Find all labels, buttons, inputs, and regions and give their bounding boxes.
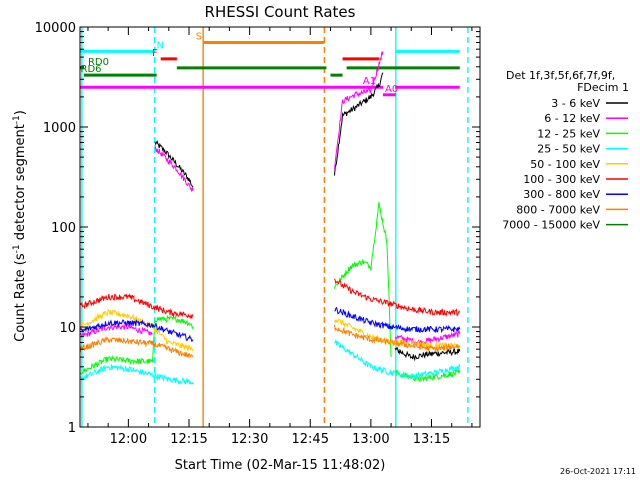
- legend-entry-label: 7000 - 15000 keV: [502, 219, 600, 232]
- legend: Det 1f,3f,5f,6f,7f,9f,FDecim 1 3 - 6 keV 6…: [502, 69, 629, 232]
- flag-label-rd6: RD6: [81, 64, 102, 75]
- legend-entry-label: 3 - 6 keV: [551, 97, 600, 110]
- flag-label-a0: A0: [385, 84, 398, 95]
- flag-label-f: F: [152, 48, 158, 59]
- series-line: [334, 338, 461, 380]
- series-line: [80, 319, 194, 342]
- series-line: [334, 278, 461, 317]
- legend-entry-label: 50 - 100 keV: [530, 158, 600, 171]
- flag-label-n: N: [157, 40, 164, 51]
- legend-entry-label: 25 - 50 keV: [537, 143, 600, 156]
- legend-entry-label: 800 - 7000 keV: [516, 203, 600, 216]
- flag-label-a1: A1: [363, 76, 376, 87]
- legend-entry-label: 12 - 25 keV: [537, 127, 600, 140]
- series-line: [154, 145, 194, 193]
- legend-header: Det 1f,3f,5f,6f,7f,9f,: [506, 69, 615, 82]
- series-line: [394, 368, 461, 383]
- y-axis-label: Count Rate (s-1 detector segment-1): [12, 110, 28, 342]
- series-line: [80, 293, 194, 320]
- flag-label-rd0: RD0: [88, 57, 109, 68]
- y-tick-label: 100: [51, 221, 76, 236]
- x-tick-label: 12:45: [292, 432, 329, 447]
- series-line: [394, 346, 461, 362]
- axes: 12:00 12:15 12:30 12:45 13:00 13:15 1 10 100 1000…: [35, 21, 480, 447]
- y-tick-label: 1000: [43, 121, 76, 136]
- plot-data: [80, 27, 469, 427]
- series-line: [334, 201, 392, 358]
- x-tick-label: 13:15: [413, 432, 450, 447]
- flag-label-s: S: [196, 31, 202, 42]
- y-tick-label: 1: [68, 421, 76, 436]
- series-line: [394, 330, 461, 346]
- series-line: [80, 308, 194, 352]
- series-line: [80, 336, 194, 359]
- series-line: [154, 139, 194, 188]
- y-tick-label: 10: [59, 321, 76, 336]
- y-tick-label: 10000: [35, 21, 76, 36]
- legend-header: FDecim 1: [577, 81, 629, 94]
- series-line: [334, 51, 384, 170]
- x-tick-label: 12:00: [110, 432, 147, 447]
- series-line: [80, 363, 194, 386]
- series-line: [334, 72, 384, 176]
- timestamp-label: 26-Oct-2021 17:11: [560, 467, 636, 476]
- series-line: [80, 322, 153, 338]
- series-line: [80, 314, 194, 375]
- legend-entry-label: 6 - 12 keV: [544, 112, 600, 125]
- x-axis-label: Start Time (02-Mar-15 11:48:02): [175, 458, 386, 473]
- series-line: [334, 324, 461, 353]
- legend-entry-label: 300 - 800 keV: [523, 188, 600, 201]
- chart-title: RHESSI Count Rates: [205, 3, 356, 21]
- x-tick-label: 12:15: [170, 432, 207, 447]
- legend-entry-label: 100 - 300 keV: [523, 173, 600, 186]
- x-tick-label: 13:00: [352, 432, 389, 447]
- series-line: [334, 306, 461, 334]
- x-tick-label: 12:30: [231, 432, 268, 447]
